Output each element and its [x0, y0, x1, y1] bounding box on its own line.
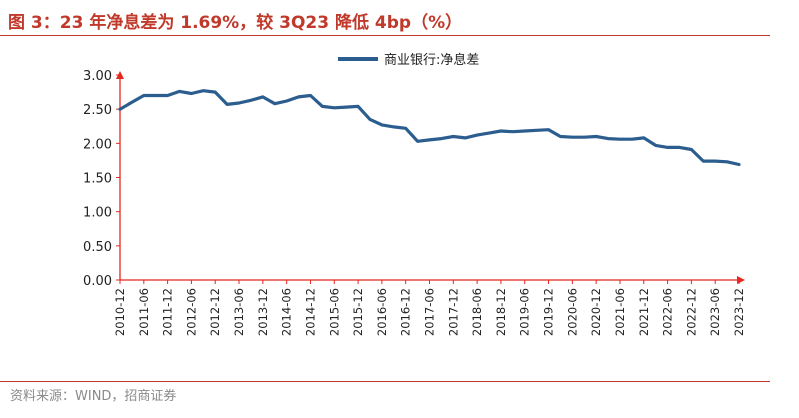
- x-tick-label: 2016-06: [375, 288, 389, 336]
- x-tick-label: 2017-12: [446, 288, 460, 336]
- y-axis-ticks: 0.00 0.50 1.00 1.50 2.00 2.50 3.00: [83, 69, 120, 289]
- line-chart: 商业银行:净息差 0.00 0.50 1.00 1.50 2.00 2.50 3.00 20…: [83, 52, 746, 336]
- x-tick-label: 2022-12: [684, 288, 698, 336]
- source-note: 资料来源：WIND，招商证券: [10, 389, 177, 404]
- legend: 商业银行:净息差: [338, 52, 479, 68]
- x-axis-arrow: [737, 276, 745, 284]
- x-tick-label: 2012-06: [184, 288, 198, 336]
- y-tick-label: 1.50: [83, 172, 112, 187]
- footer-divider: [0, 381, 770, 382]
- x-tick-label: 2010-12: [113, 288, 127, 336]
- x-tick-label: 2015-12: [351, 288, 365, 336]
- y-tick-label: 2.00: [83, 137, 112, 152]
- title-divider: [0, 35, 770, 36]
- x-tick-label: 2011-06: [137, 288, 151, 336]
- x-tick-label: 2014-06: [280, 288, 294, 336]
- y-tick-label: 0.00: [83, 274, 112, 289]
- x-tick-label: 2013-12: [256, 288, 270, 336]
- x-tick-label: 2016-12: [399, 288, 413, 336]
- x-tick-label: 2014-12: [303, 288, 317, 336]
- legend-label: 商业银行:净息差: [384, 52, 479, 68]
- y-tick-label: 2.50: [83, 103, 112, 118]
- x-tick-label: 2021-06: [613, 288, 627, 336]
- x-tick-label: 2015-06: [327, 288, 341, 336]
- x-axis-ticks: 2010-12 2011-06 2011-12 2012-06 2012-12 2013-…: [113, 280, 746, 336]
- axes: [116, 71, 745, 284]
- y-tick-label: 0.50: [83, 240, 112, 255]
- x-tick-label: 2019-06: [518, 288, 532, 336]
- x-tick-label: 2011-12: [161, 288, 175, 336]
- chart-title: 图 3：23 年净息差为 1.69%，较 3Q23 降低 4bp（%）: [8, 13, 463, 33]
- y-tick-label: 3.00: [83, 69, 112, 84]
- series-layer: [118, 89, 741, 167]
- x-tick-label: 2018-12: [494, 288, 508, 336]
- x-tick-label: 2018-06: [470, 288, 484, 336]
- x-tick-label: 2021-12: [637, 288, 651, 336]
- x-tick-label: 2019-12: [542, 288, 556, 336]
- series-line: [118, 89, 741, 167]
- x-tick-label: 2012-12: [208, 288, 222, 336]
- x-tick-label: 2020-12: [589, 288, 603, 336]
- x-tick-label: 2023-12: [732, 288, 746, 336]
- x-tick-label: 2020-06: [565, 288, 579, 336]
- y-tick-label: 1.00: [83, 206, 112, 221]
- x-tick-label: 2022-06: [661, 288, 675, 336]
- x-tick-label: 2017-06: [423, 288, 437, 336]
- x-tick-label: 2013-06: [232, 288, 246, 336]
- x-tick-label: 2023-06: [708, 288, 722, 336]
